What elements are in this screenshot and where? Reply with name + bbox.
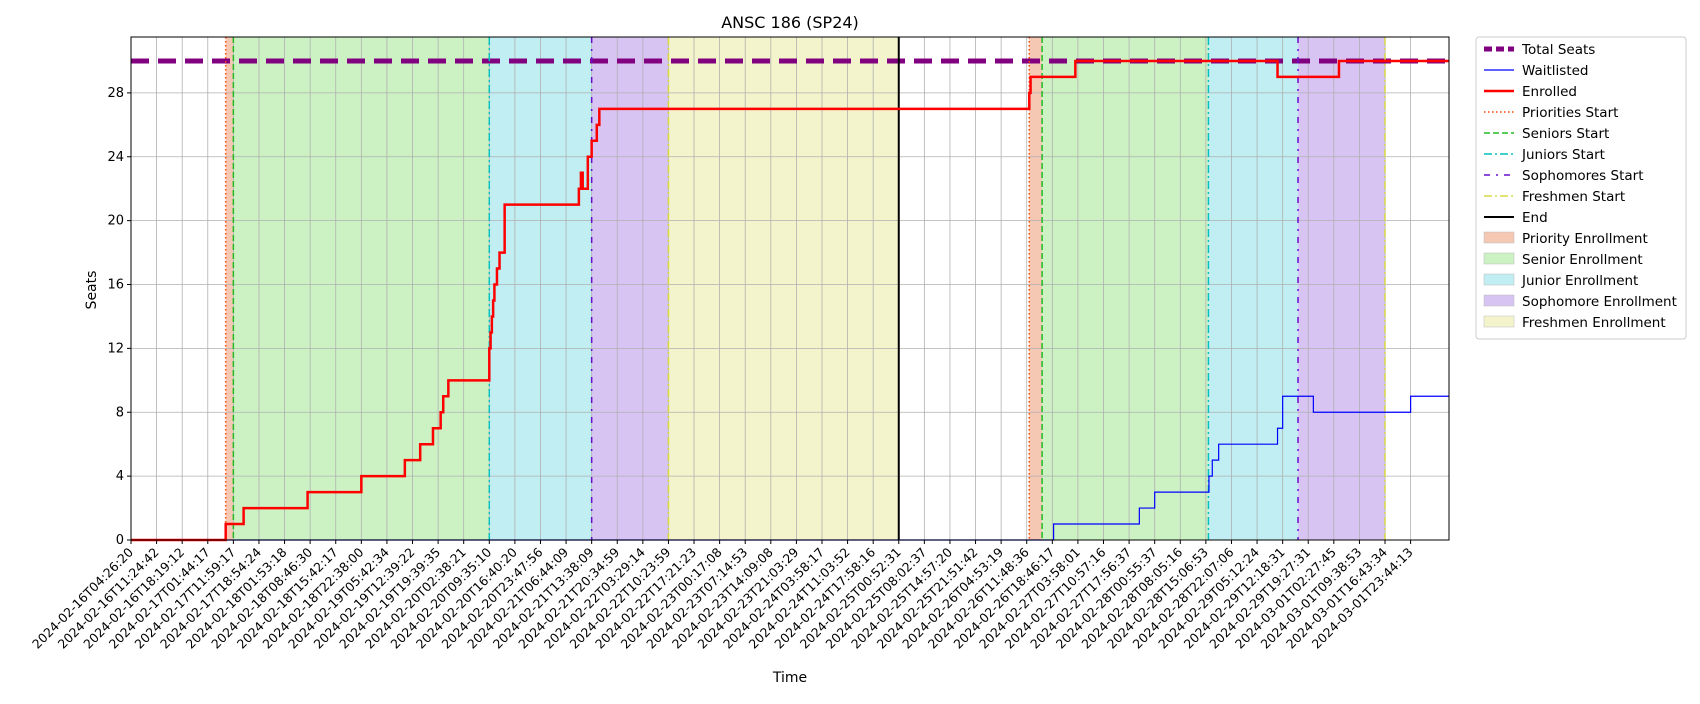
legend-label-seniors-start: Seniors Start (1522, 126, 1609, 142)
legend-swatch-freshmen-enrollment (1483, 315, 1515, 328)
legend-label-sophomore-enrollment: Sophomore Enrollment (1522, 294, 1677, 310)
series-lines (131, 37, 1449, 542)
priority-enrollment-band (225, 37, 234, 540)
enrolled-line (131, 59, 1449, 542)
y-tick-label: 20 (107, 214, 124, 229)
sophomore-enrollment-band (591, 37, 669, 540)
y-tick-label: 4 (116, 469, 124, 484)
legend-label-sophomores-start: Sophomores Start (1522, 168, 1644, 184)
y-tick-label: 8 (116, 405, 124, 420)
y-tick-label: 0 (116, 533, 124, 548)
legend-box (1475, 36, 1687, 340)
legend-swatch-sophomore-enrollment (1483, 294, 1515, 307)
y-tick-label: 16 (107, 278, 124, 293)
x-axis-label: Time (772, 670, 807, 686)
chart-title: ANSC 186 (SP24) (721, 13, 859, 32)
legend-label-priority-enrollment: Priority Enrollment (1522, 231, 1648, 247)
freshmen-enrollment-band (668, 37, 899, 540)
legend-swatch-senior-enrollment (1483, 252, 1515, 265)
senior-enrollment-band (1042, 37, 1209, 540)
y-tick-label: 28 (107, 86, 124, 101)
legend-swatch-priority-enrollment (1483, 231, 1515, 244)
legend-label-enrolled: Enrolled (1522, 84, 1577, 100)
y-axis-label: Seats (84, 271, 100, 310)
y-tick-label: 24 (107, 150, 124, 165)
sophomore-enrollment-band (1298, 37, 1386, 540)
legend-label-waitlisted: Waitlisted (1522, 63, 1589, 79)
legend-label-juniors-start: Juniors Start (1521, 147, 1605, 163)
legend-swatch-junior-enrollment (1483, 273, 1515, 286)
legend-label-junior-enrollment: Junior Enrollment (1521, 273, 1638, 289)
legend-label-senior-enrollment: Senior Enrollment (1522, 252, 1643, 268)
enrollment-periods (225, 37, 1386, 540)
legend-label-freshmen-start: Freshmen Start (1522, 189, 1625, 205)
plot-frame (130, 36, 1450, 541)
junior-enrollment-band (1208, 37, 1299, 540)
waitlisted-line (131, 395, 1449, 541)
priority-enrollment-band (1029, 37, 1043, 540)
legend-label-total-seats: Total Seats (1521, 42, 1595, 58)
legend-label-priorities-start: Priorities Start (1522, 105, 1618, 121)
y-axis-ticks: 0 4 8 12 16 20 24 28 (107, 86, 131, 548)
y-tick-label: 12 (107, 341, 124, 356)
legend: Total Seats Waitlisted Enrolled Priorities … (1475, 36, 1687, 340)
grid-lines (130, 37, 1449, 541)
legend-label-freshmen-enrollment: Freshmen Enrollment (1522, 315, 1666, 331)
x-axis-ticks: 2024-02-16T04:26:202024-02-16T11:24:4220… (29, 540, 1416, 652)
legend-label-end: End (1522, 210, 1548, 226)
